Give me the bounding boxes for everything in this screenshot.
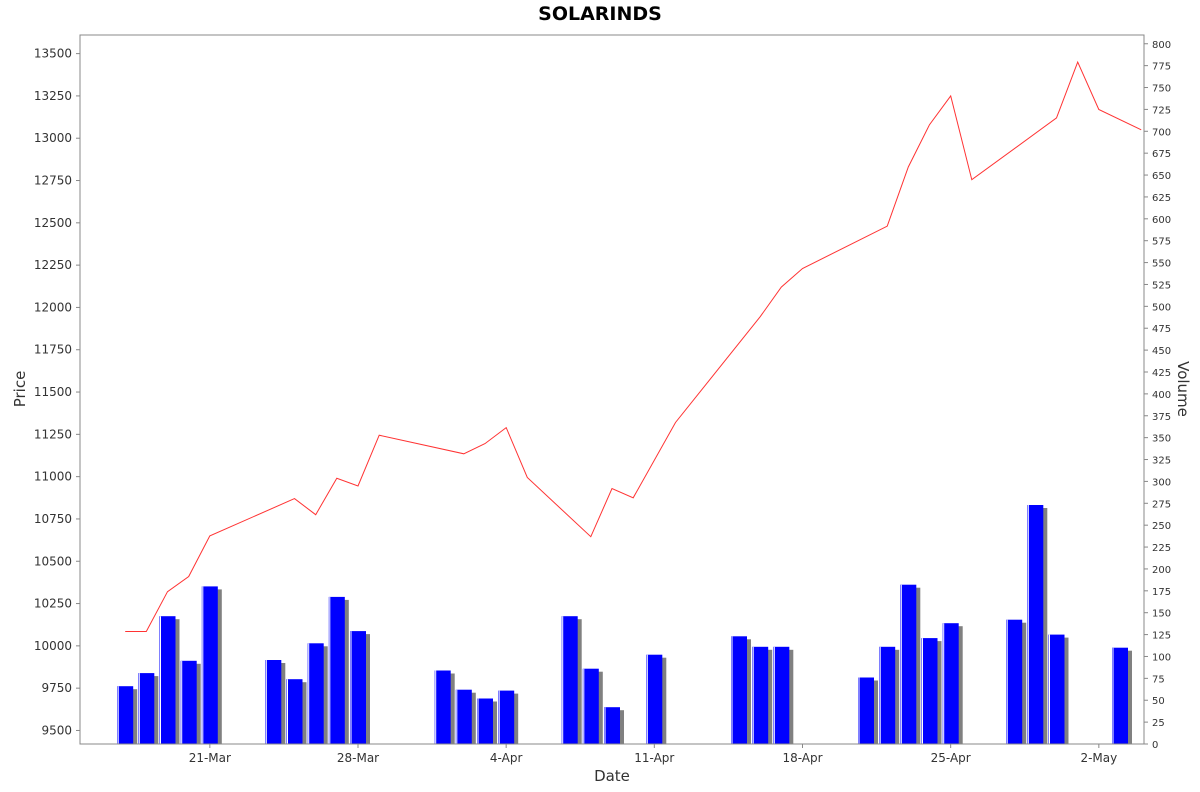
volume-bar <box>455 689 472 744</box>
price-line-group <box>125 60 1142 632</box>
volume-tick-label: 25 <box>1152 718 1165 729</box>
y-axis-label-price: Price <box>11 371 29 408</box>
volume-tick-label: 300 <box>1152 477 1171 488</box>
volume-tick-label: 500 <box>1152 302 1171 313</box>
volume-tick-label: 650 <box>1152 171 1171 182</box>
volume-bar <box>307 643 324 744</box>
volume-tick-label: 550 <box>1152 259 1171 270</box>
price-tick-label: 13500 <box>34 47 72 61</box>
volume-bar <box>138 673 155 744</box>
volume-bar <box>561 616 578 744</box>
volume-axis: 0 25 50 75 100 125 150 175 200 225 250 275 300 325 350… <box>1143 35 1171 751</box>
price-tick-label: 12000 <box>34 300 72 314</box>
volume-tick-label: 0 <box>1152 740 1158 751</box>
volume-tick-label: 675 <box>1152 149 1171 160</box>
volume-tick-label: 575 <box>1152 237 1171 248</box>
volume-bar <box>350 631 366 744</box>
volume-tick-label: 425 <box>1152 368 1171 379</box>
price-tick-label: 10000 <box>34 639 72 653</box>
volume-bar <box>286 679 303 744</box>
price-tick-label: 13000 <box>34 131 72 145</box>
volume-tick-label: 350 <box>1152 434 1171 445</box>
volume-tick-label: 200 <box>1152 565 1171 576</box>
date-tick-label: 11-Apr <box>634 751 674 765</box>
volume-tick-label: 75 <box>1152 674 1165 685</box>
volume-tick-label: 600 <box>1152 215 1171 226</box>
price-tick-label: 12750 <box>34 174 72 188</box>
volume-tick-label: 450 <box>1152 346 1171 357</box>
date-tick-label: 18-Apr <box>782 751 822 765</box>
volume-tick-label: 475 <box>1152 324 1171 335</box>
price-tick-label: 12250 <box>34 258 72 272</box>
volume-bar <box>731 636 747 744</box>
price-tick-label: 9500 <box>41 723 72 737</box>
chart-title: SOLARINDS <box>538 3 662 25</box>
price-tick-label: 9750 <box>41 681 72 695</box>
volume-tick-label: 125 <box>1152 631 1171 642</box>
volume-tick-label: 175 <box>1152 587 1171 598</box>
price-tick-label: 11500 <box>34 385 72 399</box>
volume-bar <box>477 698 493 744</box>
date-tick-label: 25-Apr <box>931 751 971 765</box>
y-axis-label-volume: Volume <box>1174 361 1192 417</box>
volume-bar <box>752 646 769 744</box>
volume-bar <box>328 596 345 744</box>
price-axis: 9500 9750 10000 10250 10500 10750 11000 11250 11… <box>34 35 81 744</box>
volume-tick-label: 750 <box>1152 84 1171 95</box>
volume-bar <box>201 586 218 744</box>
volume-bar <box>1048 634 1065 744</box>
price-tick-label: 13250 <box>34 89 72 103</box>
volume-tick-label: 250 <box>1152 521 1171 532</box>
volume-bar <box>921 638 938 744</box>
x-axis-label: Date <box>594 767 630 785</box>
volume-bar <box>159 616 176 744</box>
price-tick-label: 10500 <box>34 554 72 568</box>
volume-tick-label: 775 <box>1152 62 1171 73</box>
price-tick-label: 12500 <box>34 216 72 230</box>
volume-bar <box>117 686 134 744</box>
volume-tick-label: 725 <box>1152 105 1171 116</box>
volume-bar <box>1027 505 1044 744</box>
price-tick-label: 11000 <box>34 470 72 484</box>
volume-bar <box>1112 647 1128 744</box>
volume-bars <box>117 505 1132 744</box>
date-tick-label: 4-Apr <box>490 751 523 765</box>
date-tick-label: 21-Mar <box>189 751 231 765</box>
volume-bar <box>604 707 620 744</box>
price-tick-label: 11250 <box>34 427 72 441</box>
volume-tick-label: 225 <box>1152 543 1171 554</box>
volume-bar <box>1006 619 1023 744</box>
volume-tick-label: 400 <box>1152 390 1171 401</box>
volume-tick-label: 375 <box>1152 412 1171 423</box>
date-axis: 21-Mar 28-Mar 4-Apr 11-Apr 18-Apr 25-Apr 2-May <box>80 743 1144 765</box>
price-line <box>125 60 1142 632</box>
price-tick-label: 11750 <box>34 343 72 357</box>
volume-bar <box>858 677 874 744</box>
volume-tick-label: 100 <box>1152 652 1171 663</box>
volume-bar <box>879 646 896 744</box>
volume-tick-label: 325 <box>1152 456 1171 467</box>
volume-bar <box>434 670 451 744</box>
volume-tick-label: 800 <box>1152 40 1171 51</box>
volume-bar <box>582 668 599 744</box>
volume-bar <box>900 584 917 744</box>
volume-bar <box>498 690 515 744</box>
date-tick-label: 28-Mar <box>337 751 379 765</box>
volume-bar <box>265 660 282 744</box>
volume-bar <box>646 654 663 744</box>
volume-tick-label: 625 <box>1152 193 1171 204</box>
volume-tick-label: 525 <box>1152 280 1171 291</box>
volume-bar <box>180 660 197 744</box>
volume-tick-label: 700 <box>1152 127 1171 138</box>
volume-tick-label: 50 <box>1152 696 1165 707</box>
volume-bar <box>773 646 790 744</box>
price-tick-label: 10250 <box>34 597 72 611</box>
plot-area-frame <box>79 34 1145 745</box>
volume-bar <box>942 623 959 744</box>
price-tick-label: 10750 <box>34 512 72 526</box>
volume-tick-label: 275 <box>1152 499 1171 510</box>
volume-tick-label: 150 <box>1152 609 1171 620</box>
date-tick-label: 2-May <box>1080 751 1117 765</box>
